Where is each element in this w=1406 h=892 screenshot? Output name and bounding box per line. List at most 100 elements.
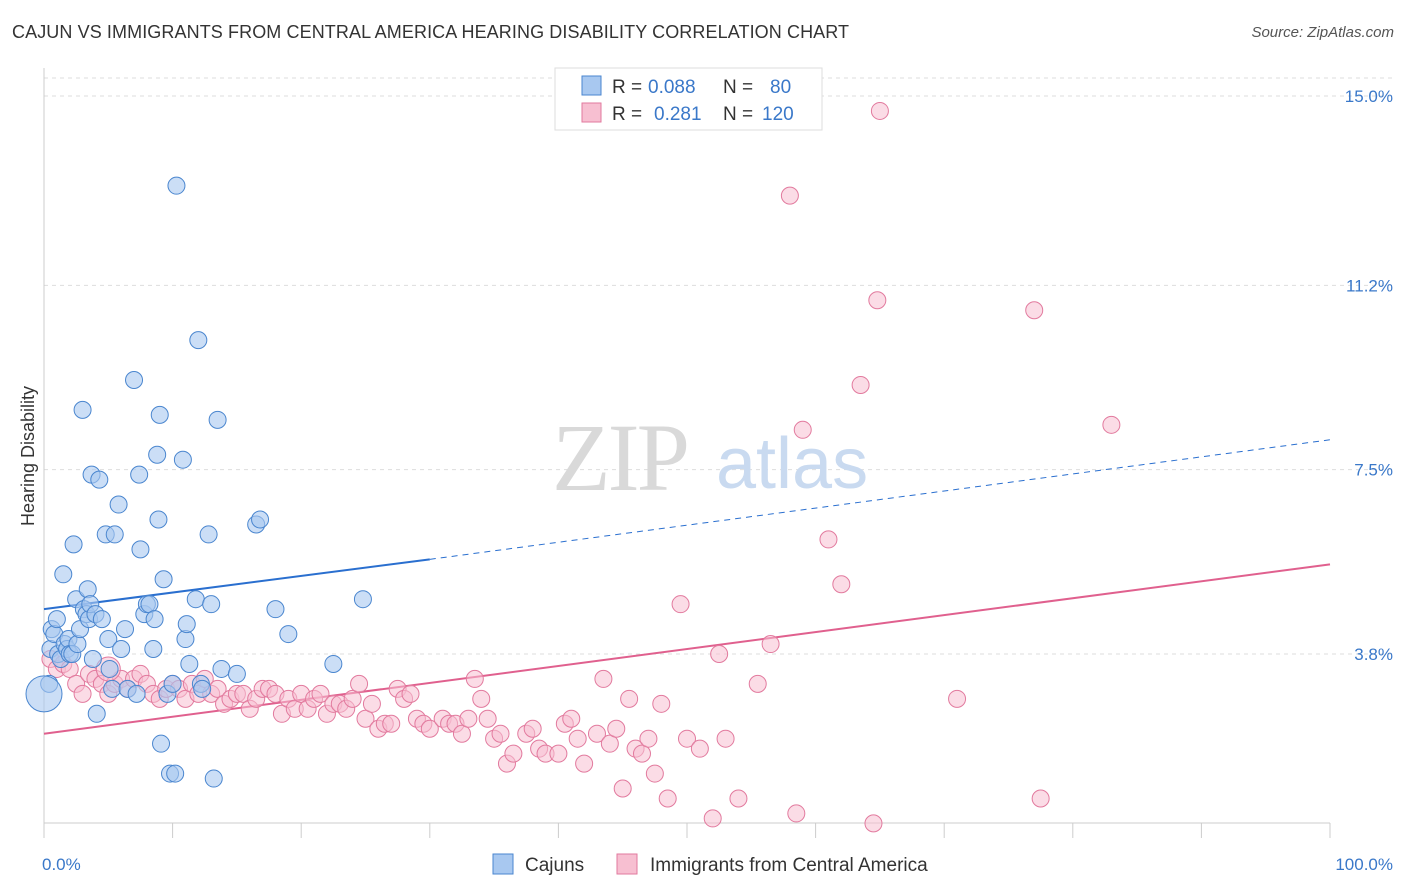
cajun-point (353, 590, 372, 609)
cam-point (594, 669, 613, 688)
cam-point (491, 724, 510, 743)
x-tick-label-0: 0.0% (42, 855, 81, 874)
legend-swatch-cam (581, 102, 602, 123)
cajun-point (68, 635, 87, 654)
cajun-point (116, 620, 135, 639)
cam-point (465, 669, 484, 688)
cam-point (690, 739, 709, 758)
cam-point (1025, 301, 1044, 320)
cajun-point (189, 331, 208, 350)
cajun-point (208, 410, 227, 429)
cam-point (568, 729, 587, 748)
cajun-point (266, 600, 285, 619)
cajun-point (100, 659, 119, 678)
legend-n-value-2: 120 (762, 104, 794, 125)
cajun-point (112, 640, 131, 659)
cajun-point (186, 590, 205, 609)
cam-point (311, 684, 330, 703)
cajun-point (130, 465, 149, 484)
cam-point (652, 694, 671, 713)
cajun-point (103, 679, 122, 698)
cajun-point (166, 764, 185, 783)
bottom-legend-cajun-label: Cajuns (525, 855, 584, 876)
cajun-point (99, 630, 118, 649)
cajun-point (87, 704, 106, 723)
watermark: ZIP atlas (552, 404, 868, 511)
series-legend: Cajuns Immigrants from Central America (492, 853, 928, 876)
legend-r-value-2: 0.281 (654, 104, 702, 125)
correlation-legend: R = 0.088 N = 80 R = 0.281 N = 120 (554, 67, 823, 131)
legend-n-value-1: 80 (770, 77, 791, 98)
cajun-point (202, 595, 221, 614)
source-label: Source: ZipAtlas.com (1251, 24, 1394, 41)
cam-point (658, 789, 677, 808)
cajun-point (109, 495, 128, 514)
cam-point (613, 779, 632, 798)
y-tick-label-0: 3.8% (1354, 645, 1393, 664)
cam-point (787, 804, 806, 823)
cajun-point (83, 649, 102, 668)
cam-point (382, 714, 401, 733)
cam-point (587, 724, 606, 743)
cajun-point (150, 405, 169, 424)
cam-point (356, 709, 375, 728)
cam-point (478, 709, 497, 728)
cam-point (870, 101, 889, 120)
cam-point (793, 420, 812, 439)
axes (43, 68, 1331, 838)
cam-point (703, 809, 722, 828)
cam-point (948, 689, 967, 708)
cam-point (452, 724, 471, 743)
cajun-point (204, 769, 223, 788)
legend-swatch-cajun (581, 75, 602, 96)
cam-point (819, 530, 838, 549)
cam-point (851, 375, 870, 394)
cajun-point (212, 659, 231, 678)
cam-point (761, 635, 780, 654)
cam-point (639, 729, 658, 748)
cajun-point (177, 615, 196, 634)
cajun-point (180, 654, 199, 673)
cam-point (401, 684, 420, 703)
cam-point (832, 575, 851, 594)
cajun-point (154, 570, 173, 589)
cajun-point (131, 540, 150, 559)
legend-r-value-1: 0.088 (648, 77, 696, 98)
y-tick-label-1: 7.5% (1354, 461, 1393, 480)
cajun-point (78, 580, 97, 599)
cajun-point (145, 610, 164, 629)
y-axis-label: Hearing Disability (18, 386, 38, 526)
cajun-point (64, 535, 83, 554)
cam-point (73, 684, 92, 703)
chart-title: CAJUN VS IMMIGRANTS FROM CENTRAL AMERICA… (12, 22, 850, 42)
watermark-zip: ZIP (552, 404, 687, 511)
cam-trend-line (43, 563, 1331, 735)
cam-point (780, 186, 799, 205)
cam-point (748, 674, 767, 693)
cam-point (562, 709, 581, 728)
cajun-point (47, 610, 66, 629)
watermark-atlas: atlas (716, 424, 868, 504)
cajun-point (152, 734, 171, 753)
bottom-legend-swatch-cam (616, 853, 638, 875)
cam-point (868, 291, 887, 310)
legend-n-label-1: N = (723, 77, 753, 98)
cajun-point (73, 400, 92, 419)
cam-point (600, 734, 619, 753)
legend-n-label-2: N = (723, 104, 753, 125)
y-tick-label-2: 11.2% (1346, 276, 1393, 295)
cam-point (678, 729, 696, 748)
cam-point (864, 814, 883, 833)
cajun-point (176, 630, 195, 649)
series-cajuns-points (25, 176, 372, 788)
cam-point (645, 764, 664, 783)
cajun-point (193, 679, 212, 698)
cam-point (459, 709, 478, 728)
x-tick-label-1: 100.0% (1335, 855, 1393, 874)
cam-point (523, 719, 542, 738)
cajun-point (54, 565, 73, 584)
cajun-point (227, 664, 246, 683)
cajun-point (167, 176, 186, 195)
cajun-point (148, 445, 167, 464)
